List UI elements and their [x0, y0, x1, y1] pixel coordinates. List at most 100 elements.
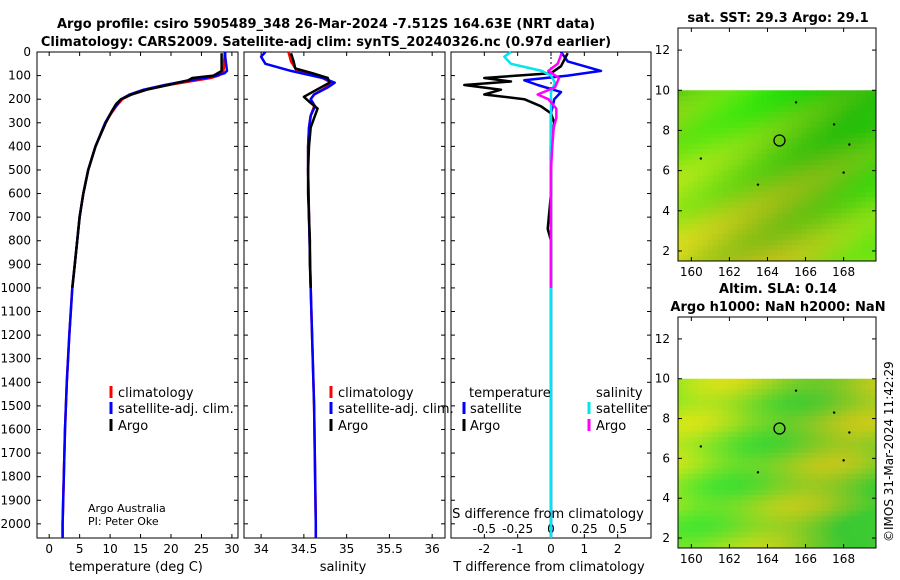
map-cell	[811, 122, 817, 129]
map-cell	[821, 415, 827, 422]
map-cell	[816, 127, 822, 134]
map-cell	[781, 228, 788, 235]
map-cell	[702, 426, 709, 433]
map-cell	[841, 90, 847, 97]
map-cell	[678, 399, 684, 406]
map-cell	[707, 495, 714, 501]
map-cell	[866, 122, 872, 129]
map-cell	[861, 405, 867, 411]
map-cell	[826, 479, 832, 485]
map-cell	[707, 410, 714, 417]
map-cell	[801, 180, 808, 187]
map-cell	[747, 100, 753, 107]
map-cell	[796, 164, 803, 171]
map-y-tick-label: 12	[655, 332, 670, 346]
map-cell	[801, 132, 808, 139]
map-cell	[707, 484, 714, 491]
map-cell	[717, 415, 723, 422]
map-cell	[772, 436, 778, 443]
map-cell	[786, 500, 793, 507]
map-cell	[712, 431, 718, 438]
map-cell	[786, 431, 793, 438]
map-cell	[846, 202, 852, 209]
map-cell	[737, 399, 743, 406]
map-cell	[801, 484, 808, 491]
map-cell	[762, 421, 768, 427]
temperature-legend: climatology satellite-adj. clim. Argo	[109, 386, 234, 434]
map-cell	[846, 521, 852, 528]
map-cell	[712, 463, 718, 470]
map-cell	[747, 202, 753, 209]
map-cell	[871, 202, 877, 209]
map-cell	[767, 468, 773, 475]
map-cell	[702, 516, 709, 522]
map-cell	[702, 228, 709, 235]
map-cell	[682, 436, 689, 443]
map-cell	[678, 239, 684, 246]
map-cell	[786, 143, 793, 150]
map-cell	[796, 495, 803, 501]
map-cell	[712, 180, 718, 187]
map-cell	[866, 389, 872, 395]
map-cell	[871, 516, 877, 522]
map-cell	[811, 458, 817, 464]
map-cell	[816, 436, 822, 443]
map-cell	[791, 389, 798, 395]
map-cell	[821, 442, 827, 448]
map-cell	[866, 218, 872, 225]
map-cell	[747, 399, 753, 406]
map-cell	[762, 484, 768, 491]
map-cell	[712, 111, 718, 118]
map-cell	[732, 100, 738, 107]
map-cell	[816, 154, 822, 161]
map-cell	[856, 122, 862, 129]
map-cell	[732, 526, 738, 533]
map-cell	[678, 122, 684, 129]
map-cell	[856, 164, 862, 171]
map-cell	[861, 191, 867, 198]
island-marker	[842, 171, 845, 174]
map-cell	[722, 505, 728, 512]
map-cell	[861, 521, 867, 528]
map-cell	[727, 521, 733, 528]
map-cell	[811, 234, 817, 241]
map-cell	[866, 154, 872, 161]
map-cell	[682, 442, 689, 448]
map-cell	[806, 116, 813, 123]
map-cell	[866, 180, 872, 187]
map-cell	[777, 526, 783, 533]
map-cell	[806, 111, 813, 118]
map-cell	[801, 116, 808, 123]
map-cell	[866, 191, 872, 198]
map-cell	[846, 415, 852, 422]
map-cell	[816, 106, 822, 113]
map-cell	[791, 127, 798, 134]
map-cell	[717, 159, 723, 166]
map-cell	[777, 132, 783, 139]
map-cell	[747, 234, 753, 241]
map-cell	[806, 378, 813, 385]
map-cell	[777, 384, 783, 390]
temperature-xlabel: temperature (deg C)	[69, 560, 203, 575]
map-cell	[717, 458, 723, 464]
map-cell	[737, 95, 743, 102]
map-cell	[717, 389, 723, 395]
map-cell	[682, 212, 689, 219]
map-cell	[732, 505, 738, 512]
map-cell	[682, 138, 689, 145]
map-cell	[831, 484, 837, 491]
map-cell	[692, 389, 699, 395]
map-cell	[737, 170, 743, 177]
map-cell	[826, 473, 832, 480]
map-cell	[856, 170, 862, 177]
map-cell	[732, 127, 738, 134]
map-cell	[747, 389, 753, 395]
temperature-plot: 0100200300400500600700800900100011001200…	[0, 45, 239, 556]
map-cell	[811, 521, 817, 528]
map-cell	[811, 196, 817, 203]
map-cell	[692, 132, 699, 139]
map-cell	[826, 100, 832, 107]
map-cell	[861, 127, 867, 134]
map-cell	[747, 489, 753, 496]
